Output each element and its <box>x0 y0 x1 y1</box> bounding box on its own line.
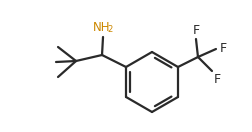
Text: F: F <box>193 24 200 37</box>
Text: F: F <box>220 43 227 55</box>
Text: 2: 2 <box>107 25 113 34</box>
Text: NH: NH <box>93 21 111 34</box>
Text: F: F <box>214 73 221 86</box>
